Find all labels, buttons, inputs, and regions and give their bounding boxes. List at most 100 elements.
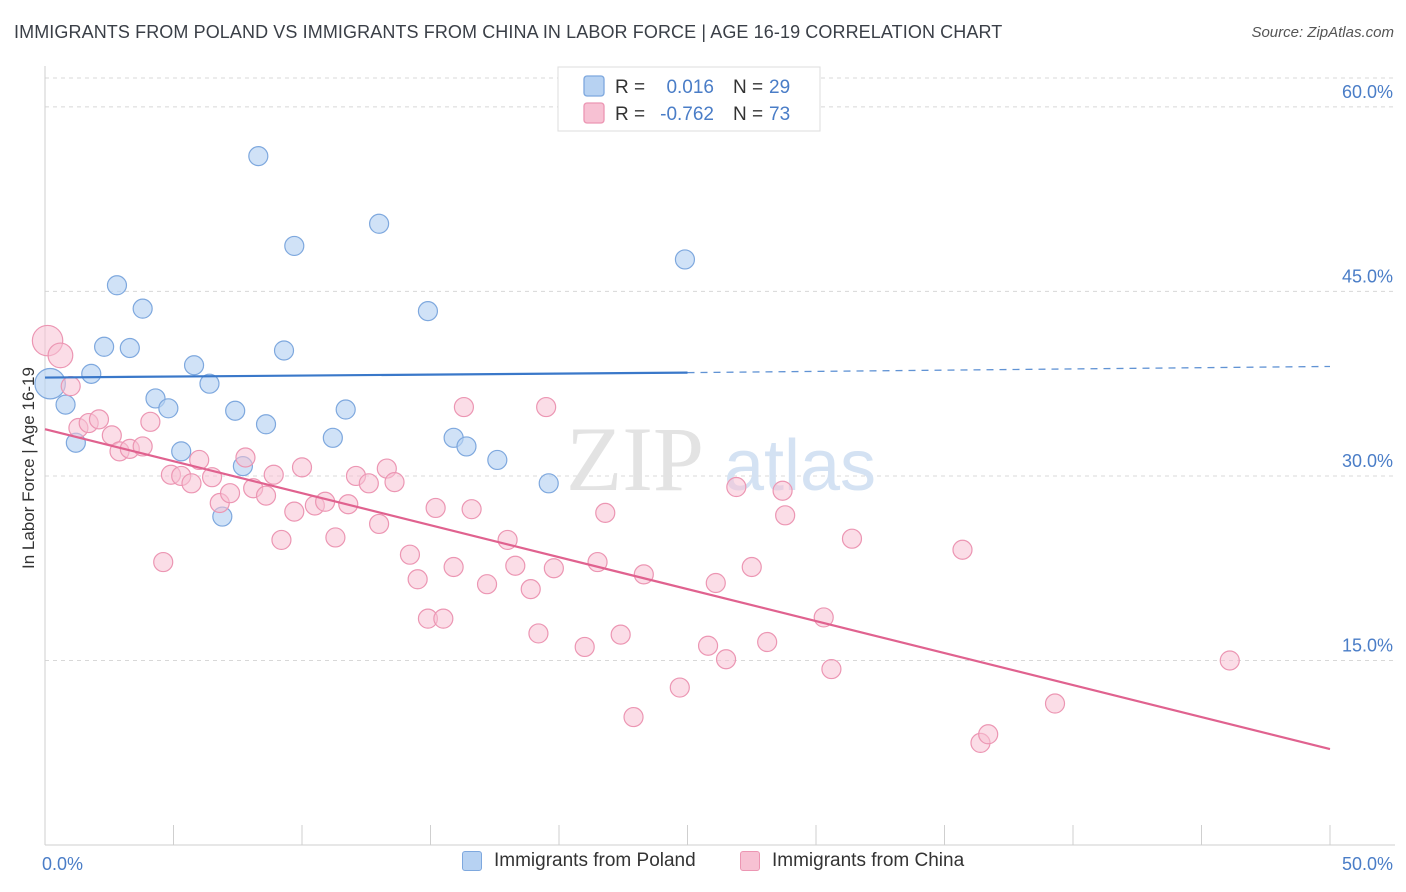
point-china xyxy=(453,396,475,418)
point-china xyxy=(543,558,564,579)
axes: 15.0% 30.0% 45.0% 60.0% 0.0% 50.0% xyxy=(42,66,1395,874)
point-china xyxy=(132,436,153,457)
point-china xyxy=(384,472,405,493)
point-china xyxy=(88,409,110,430)
point-china xyxy=(60,376,81,397)
point-china xyxy=(528,623,549,644)
point-china xyxy=(1219,650,1240,671)
point-china xyxy=(153,551,174,573)
point-china xyxy=(433,608,454,629)
series-poland-points xyxy=(34,146,696,527)
point-china xyxy=(1044,693,1066,714)
point-poland xyxy=(369,213,390,234)
y-tick-label: 15.0% xyxy=(1342,635,1393,655)
point-china xyxy=(140,411,161,432)
point-poland xyxy=(487,449,508,471)
point-poland xyxy=(34,367,66,400)
point-poland xyxy=(225,400,246,421)
point-china xyxy=(623,706,644,728)
legend-r-label: R = xyxy=(615,104,645,125)
point-china xyxy=(263,464,284,485)
point-china xyxy=(669,677,690,698)
y-axis-label: In Labor Force | Age 16-19 xyxy=(19,367,38,569)
point-poland xyxy=(171,441,192,462)
legend-n-value: 29 xyxy=(769,77,790,98)
legend-label-poland: Immigrants from Poland xyxy=(494,850,696,871)
legend-r-value: 0.016 xyxy=(666,77,714,98)
point-poland xyxy=(183,355,205,376)
point-china xyxy=(705,572,726,594)
point-china xyxy=(235,447,256,468)
series-china-points xyxy=(31,324,1240,753)
trend-line-poland-extension xyxy=(687,365,1331,374)
point-china xyxy=(425,497,446,519)
legend-swatch xyxy=(583,102,605,124)
point-china xyxy=(315,491,336,512)
point-china xyxy=(369,513,390,535)
point-china xyxy=(726,476,747,498)
point-china xyxy=(775,505,796,526)
point-china xyxy=(219,483,241,504)
point-china xyxy=(715,649,737,670)
point-poland xyxy=(94,336,115,357)
point-poland xyxy=(248,146,269,167)
point-china xyxy=(443,556,464,578)
point-china xyxy=(574,636,595,658)
point-china xyxy=(697,635,719,656)
point-china xyxy=(741,556,762,578)
point-poland xyxy=(284,235,305,257)
legend-swatch-poland xyxy=(462,851,482,871)
point-china xyxy=(271,529,292,551)
point-china xyxy=(461,499,482,520)
point-china xyxy=(291,457,313,478)
point-poland xyxy=(132,298,153,319)
watermark-zip: ZIP xyxy=(566,408,704,510)
point-china xyxy=(595,502,616,523)
point-china xyxy=(407,569,428,590)
legend-n-value: 73 xyxy=(769,104,790,125)
legend-series: Immigrants from Poland Immigrants from C… xyxy=(0,850,1406,880)
trend-line-china xyxy=(44,428,1331,751)
point-china xyxy=(399,544,421,565)
point-poland xyxy=(119,337,140,359)
point-china xyxy=(47,342,74,369)
point-china xyxy=(821,658,842,680)
point-poland xyxy=(417,301,439,322)
point-china xyxy=(610,624,631,645)
point-china xyxy=(181,473,202,494)
y-tick-label: 30.0% xyxy=(1342,451,1393,471)
point-china xyxy=(757,631,778,653)
trend-lines xyxy=(44,365,1331,751)
point-china xyxy=(978,724,999,745)
point-china xyxy=(255,485,277,506)
point-poland xyxy=(199,373,220,394)
point-china xyxy=(358,473,379,494)
point-china xyxy=(772,480,793,501)
point-china xyxy=(536,396,557,418)
point-poland xyxy=(273,340,295,361)
point-poland xyxy=(255,414,277,435)
y-tick-label: 45.0% xyxy=(1342,266,1393,286)
source-label: Source: ZipAtlas.com xyxy=(1251,24,1394,41)
x-tick-label-max: 50.0% xyxy=(1342,854,1393,874)
point-poland xyxy=(456,436,477,457)
point-china xyxy=(189,449,210,471)
y-tick-label: 60.0% xyxy=(1342,82,1393,102)
trend-line-poland xyxy=(44,371,688,379)
point-poland xyxy=(674,249,696,270)
point-china xyxy=(841,528,863,549)
x-tick-label-min: 0.0% xyxy=(42,854,83,874)
point-poland xyxy=(335,399,356,420)
point-china xyxy=(520,579,541,600)
gridlines xyxy=(45,77,1395,661)
point-poland xyxy=(106,275,128,296)
watermark: ZIP atlas xyxy=(566,408,876,510)
legend-swatch xyxy=(583,75,605,97)
legend-swatch-china xyxy=(740,851,760,871)
chart-title: IMMIGRANTS FROM POLAND VS IMMIGRANTS FRO… xyxy=(14,22,1003,42)
point-poland xyxy=(81,363,102,384)
point-poland xyxy=(55,394,76,415)
point-china xyxy=(952,539,973,560)
legend-label-china: Immigrants from China xyxy=(772,850,965,871)
